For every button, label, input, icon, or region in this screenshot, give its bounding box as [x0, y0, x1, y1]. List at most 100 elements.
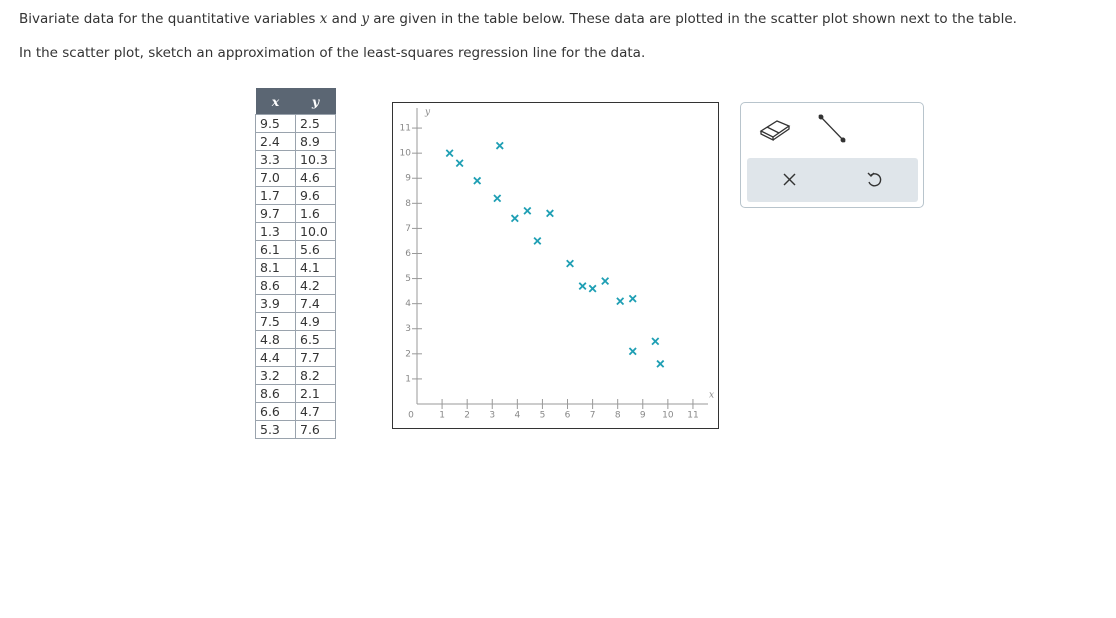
- table-row: 8.6 4.2: [255, 276, 336, 295]
- table-cell: 4.6: [295, 168, 336, 187]
- table-cell: 3.2: [255, 366, 296, 385]
- table-cell: 1.6: [295, 204, 336, 223]
- table-row: 6.1 5.6: [255, 240, 336, 259]
- x-tick-label: 8: [615, 411, 621, 421]
- table-cell: 2.1: [295, 384, 336, 403]
- table-row: 8.6 2.1: [255, 384, 336, 403]
- y-tick-label: 7: [405, 224, 411, 234]
- text: Bivariate data for the quantitative vari…: [19, 11, 320, 27]
- x-tick-label: 5: [540, 411, 546, 421]
- data-point: [533, 237, 542, 245]
- table-row: 4.4 7.7: [255, 348, 336, 367]
- y-tick-label: 4: [405, 299, 411, 309]
- x-tick-label: 2: [464, 411, 470, 421]
- table-cell: 2.5: [295, 114, 336, 133]
- data-point: [628, 294, 637, 303]
- table-cell: 4.8: [255, 330, 296, 349]
- table-cell: 3.9: [255, 294, 296, 313]
- x-tick-label: 10: [662, 411, 674, 421]
- table-cell: 8.9: [295, 132, 336, 151]
- data-point: [651, 337, 660, 346]
- table-cell: 6.1: [255, 240, 296, 259]
- table-cell: 7.7: [295, 348, 336, 367]
- toolbar: [740, 102, 924, 208]
- table-cell: 6.5: [295, 330, 336, 349]
- table-row: 4.8 6.5: [255, 330, 336, 349]
- x-tick-label: 7: [590, 411, 596, 421]
- data-point: [628, 347, 637, 356]
- tool-icons: [759, 114, 846, 143]
- table-cell: 7.5: [255, 312, 296, 331]
- text: and: [327, 11, 362, 27]
- data-point: [523, 206, 532, 215]
- variable: x: [319, 11, 328, 27]
- table-cell: 9.5: [255, 114, 296, 133]
- table-cell: 1.7: [255, 186, 296, 205]
- table-cell: 4.1: [295, 258, 336, 277]
- table-cell: 4.7: [295, 402, 336, 421]
- x-tick-label: 3: [489, 411, 495, 421]
- data-point: [616, 297, 625, 306]
- table-cell: 5.3: [255, 420, 296, 439]
- data-point: [546, 209, 554, 218]
- line-tool[interactable]: [818, 114, 846, 143]
- table-cell: 7.0: [255, 168, 296, 187]
- data-point: [493, 194, 502, 203]
- reset-button[interactable]: [867, 172, 882, 187]
- table-row: 7.5 4.9: [255, 312, 336, 331]
- y-axis-label: y: [424, 108, 431, 118]
- instruction: Bivariate data for the quantitative vari…: [19, 11, 1017, 27]
- instruction: In the scatter plot, sketch an approxima…: [19, 45, 646, 61]
- table-cell: 4.9: [295, 312, 336, 331]
- table-row: 1.7 9.6: [255, 186, 336, 205]
- column-header: y: [295, 88, 336, 115]
- table-cell: 1.3: [255, 222, 296, 241]
- y-tick-label: 11: [400, 124, 411, 134]
- table-cell: 4.2: [295, 276, 336, 295]
- table-row: 9.5 2.5: [255, 114, 336, 133]
- x-tick-label: 6: [565, 411, 571, 421]
- variable: y: [361, 11, 369, 27]
- table-row: 6.6 4.7: [255, 402, 336, 421]
- table-cell: 9.6: [295, 186, 336, 205]
- table-cell: 10.3: [295, 150, 336, 169]
- y-tick-label: 8: [405, 199, 411, 209]
- data-point: [588, 284, 597, 293]
- y-tick-label: 5: [405, 274, 411, 284]
- table-row: 9.7 1.6: [255, 204, 336, 223]
- table-row: 3.2 8.2: [255, 366, 336, 385]
- table-cell: 7.6: [295, 420, 336, 439]
- y-tick-label: 3: [405, 324, 411, 334]
- data-point: [601, 277, 610, 286]
- eraser-tool[interactable]: [759, 120, 791, 142]
- y-tick-label: 6: [405, 249, 411, 259]
- y-tick-label: 2: [405, 349, 411, 359]
- x-axis-label: x: [709, 391, 714, 401]
- data-point: [566, 259, 574, 268]
- table-row: 5.3 7.6: [255, 420, 336, 439]
- table-cell: 4.4: [255, 348, 296, 367]
- table-row: 1.3 10.0: [255, 222, 336, 241]
- x-tick-label: 1: [439, 411, 445, 421]
- table-cell: 10.0: [295, 222, 336, 241]
- data-point: [495, 141, 504, 150]
- table-row: 3.9 7.4: [255, 294, 336, 313]
- table-cell: 5.6: [295, 240, 336, 259]
- data-point: [445, 149, 454, 158]
- table-cell: 2.4: [255, 132, 296, 151]
- data-point: [578, 282, 587, 291]
- text: are given in the table below. These data…: [368, 11, 1017, 27]
- y-tick-label: 1: [405, 374, 411, 384]
- buttons: [783, 172, 882, 187]
- data-point: [656, 359, 665, 368]
- x-tick-label: 11: [687, 411, 698, 421]
- y-tick-label: 9: [405, 174, 411, 184]
- table-cell: 8.6: [255, 276, 296, 295]
- clear-button[interactable]: [783, 173, 796, 186]
- button-row: [747, 158, 918, 202]
- table-cell: 9.7: [255, 204, 296, 223]
- table-cell: 8.1: [255, 258, 296, 277]
- table-cell: 8.6: [255, 384, 296, 403]
